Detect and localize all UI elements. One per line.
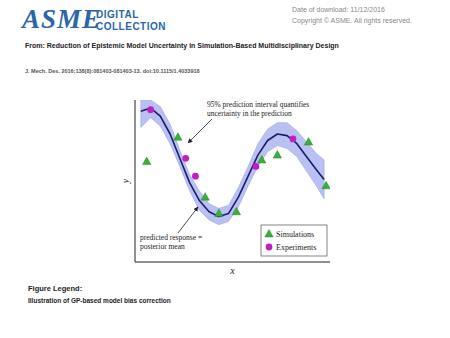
plot-area [141, 100, 330, 225]
point [201, 193, 209, 201]
logo-text: ASME [22, 4, 101, 35]
legend-box [261, 225, 327, 256]
point [253, 163, 260, 170]
point [215, 209, 223, 217]
point [273, 151, 281, 159]
x-axis [135, 262, 330, 263]
figure-legend-heading: Figure Legend: [28, 284, 82, 293]
point [182, 155, 189, 162]
annotation: predicted response = [140, 233, 202, 242]
logo-sub: COLLECTION [96, 21, 166, 32]
annotation-arrow [188, 119, 212, 143]
point [174, 133, 182, 141]
point [147, 106, 154, 113]
point [192, 173, 199, 180]
point [232, 207, 240, 215]
download-date: Date of download: 11/12/2016 [292, 6, 385, 13]
point [258, 155, 266, 163]
figure-legend-text: Illustration of GP-based model bias corr… [28, 297, 171, 304]
legend: Simulations Experiments [261, 225, 327, 256]
point [143, 157, 151, 165]
mean-curve [141, 108, 324, 217]
citation: J. Mech. Des. 2016;138(8):081403-081403-… [25, 68, 200, 74]
x-axis-label: x [229, 265, 235, 276]
legend-marker [265, 230, 273, 238]
y-axis-label: y [120, 178, 131, 184]
prediction-band [141, 100, 324, 225]
chart: x y 95% prediction interval quantifiesunce… [0, 0, 450, 338]
annotation: uncertainty in the prediction [207, 109, 292, 118]
annotation: posterior mean [140, 242, 185, 251]
title: From: Reduction of Epistemic Model Uncer… [25, 42, 339, 49]
legend-marker [266, 244, 273, 251]
logo-sub: DIGITAL [96, 9, 139, 20]
point [322, 181, 330, 189]
legend-label: Simulations [276, 230, 314, 239]
annotation-arrow [178, 207, 198, 233]
legend-label: Experiments [276, 243, 316, 252]
point [290, 135, 297, 142]
point [304, 138, 312, 146]
annotation: 95% prediction interval quantifies [207, 100, 309, 109]
copyright: Copyright © ASME. All rights reserved. [292, 17, 412, 24]
y-axis [135, 100, 136, 262]
